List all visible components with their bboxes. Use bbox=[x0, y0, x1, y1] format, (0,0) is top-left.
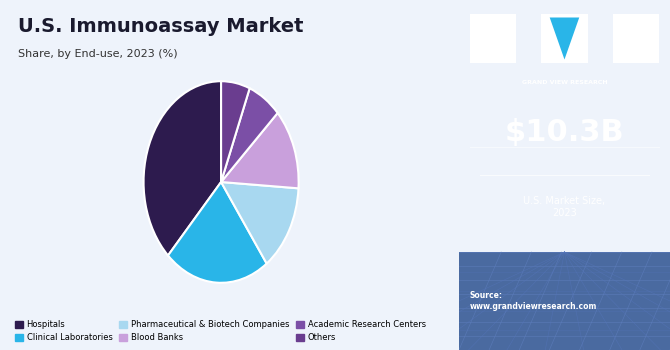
Wedge shape bbox=[221, 88, 277, 182]
FancyBboxPatch shape bbox=[470, 14, 516, 63]
Wedge shape bbox=[221, 113, 299, 188]
FancyBboxPatch shape bbox=[541, 14, 588, 63]
Text: GRAND VIEW RESEARCH: GRAND VIEW RESEARCH bbox=[522, 80, 607, 85]
Text: $10.3B: $10.3B bbox=[505, 119, 624, 147]
Polygon shape bbox=[549, 18, 580, 60]
Text: Source:
www.grandviewresearch.com: Source: www.grandviewresearch.com bbox=[470, 291, 597, 311]
FancyBboxPatch shape bbox=[613, 14, 659, 63]
FancyBboxPatch shape bbox=[459, 252, 670, 350]
Wedge shape bbox=[168, 182, 267, 283]
Text: Share, by End-use, 2023 (%): Share, by End-use, 2023 (%) bbox=[18, 49, 178, 59]
Wedge shape bbox=[143, 81, 221, 256]
Text: U.S. Immunoassay Market: U.S. Immunoassay Market bbox=[18, 18, 304, 36]
Wedge shape bbox=[221, 81, 250, 182]
Legend: Hospitals, Clinical Laboratories, Pharmaceutical & Biotech Companies, Blood Bank: Hospitals, Clinical Laboratories, Pharma… bbox=[11, 317, 429, 346]
Text: U.S. Market Size,
2023: U.S. Market Size, 2023 bbox=[523, 196, 606, 218]
Wedge shape bbox=[221, 182, 299, 264]
